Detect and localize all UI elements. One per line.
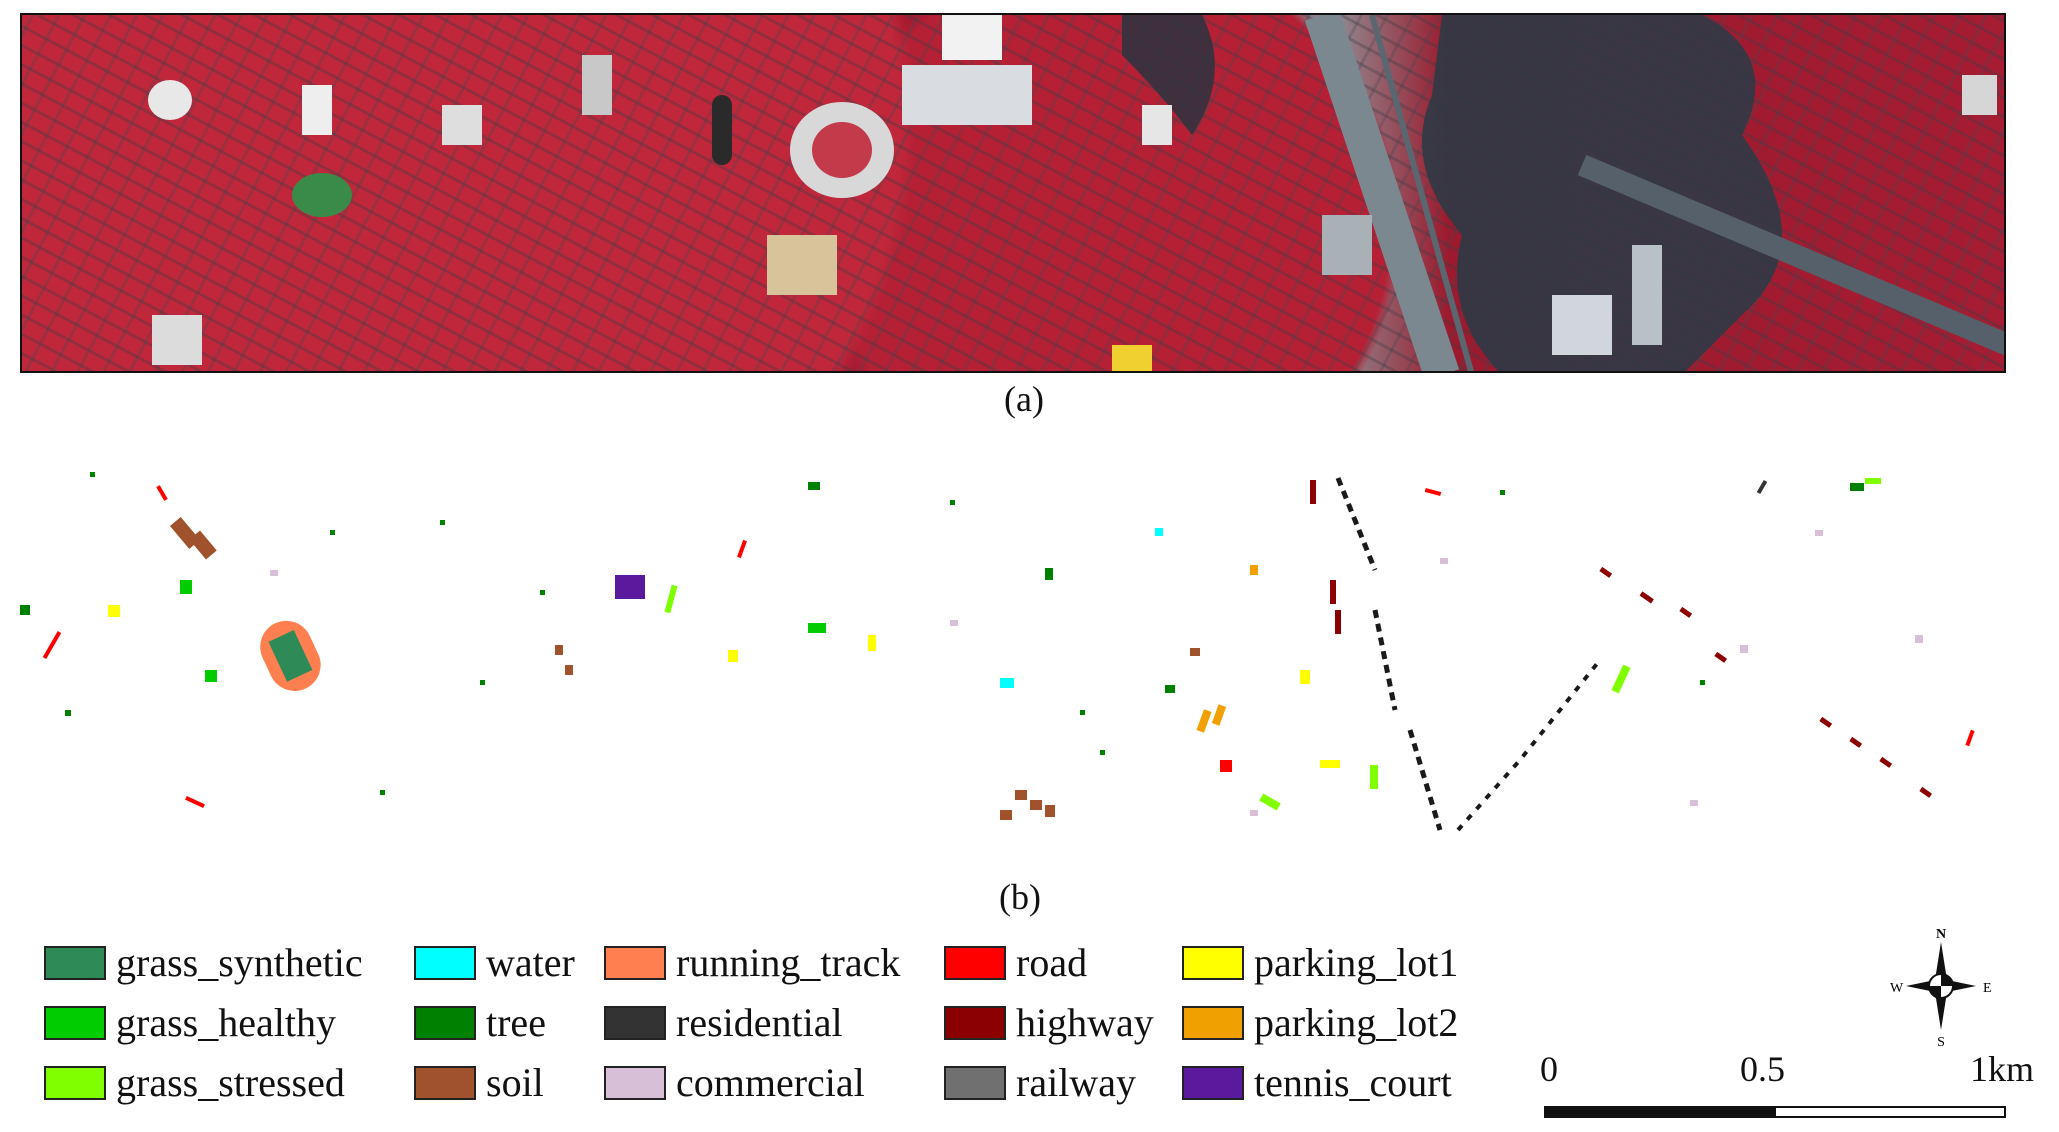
- legend-swatch: [44, 946, 106, 980]
- legend-label: tennis_court: [1254, 1060, 1452, 1105]
- legend-label: running_track: [676, 940, 901, 985]
- legend-label: water: [486, 940, 575, 985]
- scale-label-mid: 0.5: [1740, 1049, 1785, 1089]
- legend-swatch: [944, 1066, 1006, 1100]
- legend-item-highway: highway: [944, 996, 1154, 1050]
- scale-label-end: 1km: [1970, 1049, 2035, 1089]
- legend-swatch: [1182, 1006, 1244, 1040]
- image-features: [148, 15, 2004, 371]
- legend-item-grass-stressed: grass_stressed: [44, 1056, 345, 1110]
- scale-label-0: 0: [1540, 1049, 1558, 1089]
- compass-rose-icon: N S W E: [1886, 924, 1996, 1050]
- legend-swatch: [944, 1006, 1006, 1040]
- legend-label: tree: [486, 1000, 546, 1045]
- legend-item-water: water: [414, 936, 575, 990]
- legend-item-grass-synthetic: grass_synthetic: [44, 936, 363, 990]
- legend-item-road: road: [944, 936, 1087, 990]
- legend-label: parking_lot2: [1254, 1000, 1459, 1045]
- scale-bar-white: [1774, 1106, 2006, 1118]
- legend-label: soil: [486, 1060, 544, 1105]
- legend-swatch: [414, 1066, 476, 1100]
- legend-swatch: [604, 946, 666, 980]
- legend-item-grass-healthy: grass_healthy: [44, 996, 336, 1050]
- caption-b: (b): [999, 877, 1041, 917]
- legend-label: parking_lot1: [1254, 940, 1459, 985]
- legend-swatch: [414, 1006, 476, 1040]
- legend-item-soil: soil: [414, 1056, 544, 1110]
- legend-swatch: [604, 1066, 666, 1100]
- legend-swatch: [44, 1066, 106, 1100]
- legend-item-parking-lot2: parking_lot2: [1182, 996, 1458, 1050]
- legend-swatch: [604, 1006, 666, 1040]
- compass-east: E: [1983, 981, 1992, 996]
- false-color-image: [20, 13, 2006, 373]
- legend: grass_synthetic grass_healthy grass_stress…: [44, 936, 1494, 1126]
- legend-swatch: [944, 946, 1006, 980]
- legend-swatch: [1182, 1066, 1244, 1100]
- scale-bar-black: [1544, 1106, 1776, 1118]
- legend-label: grass_stressed: [116, 1060, 345, 1105]
- legend-label: highway: [1016, 1000, 1154, 1045]
- legend-item-tennis-court: tennis_court: [1182, 1056, 1452, 1110]
- legend-swatch: [1182, 946, 1244, 980]
- legend-label: railway: [1016, 1060, 1136, 1105]
- legend-item-tree: tree: [414, 996, 546, 1050]
- legend-label: grass_healthy: [116, 1000, 336, 1045]
- scale-bar: 0 0.5 1km: [1540, 1048, 2059, 1132]
- caption-a: (a): [1004, 379, 1044, 419]
- legend-swatch: [44, 1006, 106, 1040]
- compass-north: N: [1936, 927, 1946, 942]
- legend-label: commercial: [676, 1060, 865, 1105]
- legend-swatch: [414, 946, 476, 980]
- legend-label: residential: [676, 1000, 843, 1045]
- ground-truth-patches: [20, 472, 1975, 832]
- compass-south: S: [1937, 1035, 1945, 1048]
- legend-item-parking-lot1: parking_lot1: [1182, 936, 1458, 990]
- legend-item-commercial: commercial: [604, 1056, 865, 1110]
- legend-label: grass_synthetic: [116, 940, 363, 985]
- legend-item-railway: railway: [944, 1056, 1136, 1110]
- ground-truth-map: [0, 460, 2059, 860]
- compass-west: W: [1890, 981, 1904, 996]
- legend-item-running-track: running_track: [604, 936, 900, 990]
- legend-label: road: [1016, 940, 1088, 985]
- legend-item-residential: residential: [604, 996, 843, 1050]
